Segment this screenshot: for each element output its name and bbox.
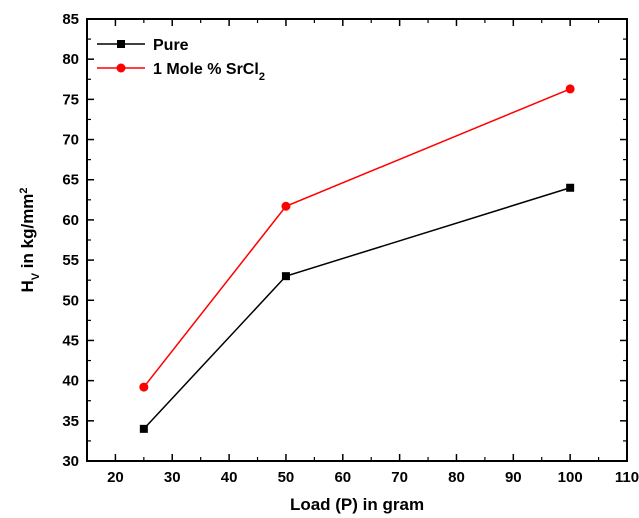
legend-marker bbox=[116, 63, 126, 73]
y-tick-label: 45 bbox=[62, 332, 79, 349]
data-point bbox=[566, 183, 575, 192]
x-tick-label: 80 bbox=[448, 469, 465, 486]
x-tick-label: 20 bbox=[107, 469, 124, 486]
data-point bbox=[139, 424, 148, 433]
text-part: H bbox=[18, 280, 37, 292]
text-part: V bbox=[30, 272, 42, 280]
plot-frame bbox=[86, 18, 628, 462]
y-tick-label: 65 bbox=[62, 172, 79, 189]
y-tick-label: 75 bbox=[62, 91, 79, 108]
x-tick-label: 90 bbox=[505, 469, 522, 486]
series-1 bbox=[139, 84, 575, 392]
y-tick-label: 85 bbox=[62, 11, 79, 28]
x-tick-label: 110 bbox=[615, 469, 639, 486]
y-tick-label: 70 bbox=[62, 132, 79, 149]
y-tick-label: 50 bbox=[62, 292, 79, 309]
x-tick-label: 40 bbox=[221, 469, 238, 486]
series-line bbox=[143, 88, 571, 388]
series-line bbox=[143, 187, 571, 430]
x-tick-label: 60 bbox=[334, 469, 351, 486]
y-tick-label: 60 bbox=[62, 212, 79, 229]
legend-marker bbox=[117, 40, 125, 48]
y-tick-label: 80 bbox=[62, 51, 79, 68]
y-tick-label: 30 bbox=[62, 453, 79, 470]
x-tick-labels: 20 30 40 50 60 70 80 90 100 110 bbox=[107, 469, 639, 486]
legend-label: 1 Mole % SrCl2 bbox=[153, 61, 265, 83]
legend-label: Pure bbox=[153, 37, 189, 54]
text-part: in kg/mm bbox=[18, 194, 37, 273]
x-tick-label: 30 bbox=[164, 469, 181, 486]
y-tick-label: 40 bbox=[62, 373, 79, 390]
x-tick-label: 50 bbox=[278, 469, 295, 486]
y-axis-label: HV in kg/mm2 bbox=[18, 187, 42, 292]
x-tick-label: 70 bbox=[391, 469, 408, 486]
text-part: Pure bbox=[153, 37, 189, 54]
text-part: 2 bbox=[259, 71, 265, 83]
legend: Pure 1 Mole % SrCl2 bbox=[97, 37, 265, 83]
text-part: 1 Mole % SrCl bbox=[153, 61, 259, 78]
y-tick-label: 35 bbox=[62, 413, 79, 430]
legend-item: 1 Mole % SrCl2 bbox=[97, 61, 265, 83]
x-tick-label: 100 bbox=[558, 469, 583, 486]
axis-ticks bbox=[86, 18, 628, 462]
text-part: 2 bbox=[18, 187, 30, 193]
series-layer bbox=[139, 84, 575, 433]
y-tick-label: 55 bbox=[62, 252, 79, 269]
data-point bbox=[139, 382, 149, 392]
data-point bbox=[281, 272, 290, 281]
x-axis-label: Load (P) in gram bbox=[290, 495, 424, 514]
data-point bbox=[281, 201, 291, 211]
y-tick-labels: 30 35 40 45 50 55 60 65 70 75 80 85 bbox=[62, 11, 79, 470]
data-point bbox=[565, 84, 575, 94]
legend-item: Pure bbox=[97, 37, 189, 54]
series-0 bbox=[139, 183, 575, 433]
